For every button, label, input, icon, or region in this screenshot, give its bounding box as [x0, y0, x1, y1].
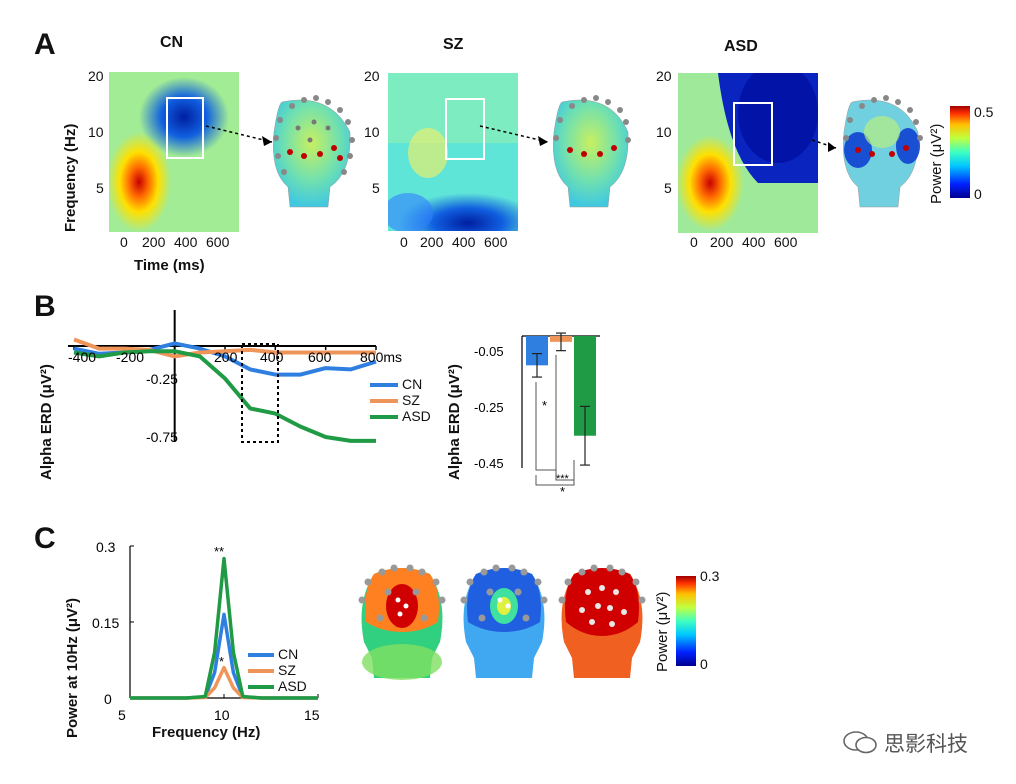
panel-b-ylabel: Alpha ERD (μV²) — [38, 364, 55, 480]
xtick: -400 — [68, 349, 96, 365]
bar-ylabel: Alpha ERD (μV²) — [446, 364, 463, 480]
map-title-sz: SZ — [443, 36, 464, 53]
xtick: 600 — [774, 234, 798, 250]
alpha-erd-time-course: -400 -200 200 400 600 800ms -0.25 -0.75 — [68, 310, 402, 445]
sz-time-frequency-map — [388, 73, 518, 231]
ytick: -0.45 — [474, 456, 504, 471]
legend-label-cn: CN — [278, 646, 299, 662]
cn-head-10hz — [358, 564, 446, 680]
bar-cn — [526, 336, 548, 366]
panel-a-colorbar-label: Power (μV²) — [928, 123, 945, 204]
bar-asd — [574, 336, 596, 436]
asd-head-10hz — [558, 564, 646, 678]
legend-swatch-sz — [370, 399, 398, 403]
ytick: -0.75 — [146, 429, 178, 445]
ytick: 10 — [88, 124, 104, 140]
sz-head-topomap — [479, 95, 631, 208]
xtick: 0 — [400, 234, 408, 250]
map-title-asd: ASD — [724, 38, 758, 55]
panel-c-legend: CN SZ ASD — [248, 646, 318, 696]
sig-cn-sz: * — [542, 398, 547, 413]
xtick: 600 — [308, 349, 332, 365]
ytick: 20 — [656, 68, 672, 84]
xtick: -200 — [116, 349, 144, 365]
wechat-icon — [843, 731, 877, 754]
ytick: 20 — [88, 68, 104, 84]
xtick: 200 — [710, 234, 734, 250]
sig-sz-asd: *** — [556, 473, 570, 485]
xtick: 400 — [174, 234, 198, 250]
colorbar-max: 0.3 — [700, 568, 720, 584]
panel-letter-b: B — [34, 290, 56, 323]
sig-sz-peak: * — [219, 654, 224, 669]
xtick: 200 — [420, 234, 444, 250]
ytick: -0.25 — [146, 371, 178, 387]
ytick: 5 — [96, 180, 104, 196]
legend-label-sz: SZ — [278, 662, 296, 678]
ytick: -0.05 — [474, 344, 504, 359]
panel-letter-a: A — [34, 28, 56, 61]
sz-head-10hz — [460, 564, 548, 678]
ytick: 10 — [364, 124, 380, 140]
ytick: 0 — [104, 691, 112, 707]
ytick: 5 — [372, 180, 380, 196]
asd-time-frequency-map — [678, 73, 818, 233]
series-line-sz — [73, 337, 376, 359]
xtick: 400 — [742, 234, 766, 250]
alpha-erd-bar-chart: -0.05 -0.25 -0.45 * *** * — [474, 332, 600, 499]
map-title-cn: CN — [160, 34, 184, 51]
cn-head-topomap — [205, 95, 355, 208]
xtick: 15 — [304, 707, 320, 723]
ytick: 10 — [656, 124, 672, 140]
ytick: 0.3 — [96, 539, 116, 555]
sig-cn-asd: * — [560, 484, 565, 499]
panel-c-colorbar — [676, 576, 696, 666]
xtick: 600 — [206, 234, 230, 250]
panel-c-ylabel: Power at 10Hz (μV²) — [64, 597, 81, 738]
asd-head-topomap — [811, 95, 923, 208]
legend-label-asd: ASD — [278, 678, 307, 694]
power-spectrum-chart: 0.3 0.15 0 5 10 15 ** * — [92, 539, 320, 723]
xtick: 200 — [214, 349, 238, 365]
sig-asd-peak: ** — [214, 544, 224, 559]
legend-swatch-sz — [248, 669, 274, 673]
xtick: 0 — [120, 234, 128, 250]
xtick: 10 — [214, 707, 230, 723]
legend-swatch-asd — [248, 685, 274, 689]
panel-b-legend: CN SZ ASD — [370, 376, 450, 426]
series-line-asd — [73, 349, 376, 443]
colorbar-max: 0.5 — [974, 104, 994, 120]
cn-yticks: 20 10 5 — [84, 66, 224, 246]
legend-swatch-cn — [370, 383, 398, 387]
watermark-text: 思影科技 — [884, 732, 968, 756]
legend-label-asd: ASD — [402, 408, 431, 424]
ytick: -0.25 — [474, 400, 504, 415]
xtick: 400 — [452, 234, 476, 250]
colorbar-min: 0 — [974, 186, 982, 202]
legend-swatch-cn — [248, 653, 274, 657]
panel-a-ylabel: Frequency (Hz) — [62, 123, 79, 232]
legend-swatch-asd — [370, 415, 398, 419]
cn-time-frequency-map — [109, 72, 239, 232]
series-line-asd — [130, 556, 318, 700]
panel-a-xlabel: Time (ms) — [134, 257, 205, 274]
legend-label-cn: CN — [402, 376, 423, 392]
panel-letter-c: C — [34, 522, 56, 555]
colorbar-min: 0 — [700, 656, 708, 672]
panel-c-colorbar-label: Power (μV²) — [654, 591, 671, 672]
xtick: 600 — [484, 234, 508, 250]
xtick: 400 — [260, 349, 284, 365]
panel-c-xlabel: Frequency (Hz) — [152, 724, 261, 741]
panel-a-colorbar — [950, 106, 970, 198]
xtick: 200 — [142, 234, 166, 250]
ytick: 0.15 — [92, 615, 119, 631]
time-window-box — [241, 343, 279, 443]
xtick: 0 — [690, 234, 698, 250]
ytick: 5 — [664, 180, 672, 196]
xtick: 5 — [118, 707, 126, 723]
watermark: 思影科技 — [842, 728, 1002, 756]
xtick: 800ms — [360, 349, 402, 365]
legend-label-sz: SZ — [402, 392, 420, 408]
ytick: 20 — [364, 68, 380, 84]
